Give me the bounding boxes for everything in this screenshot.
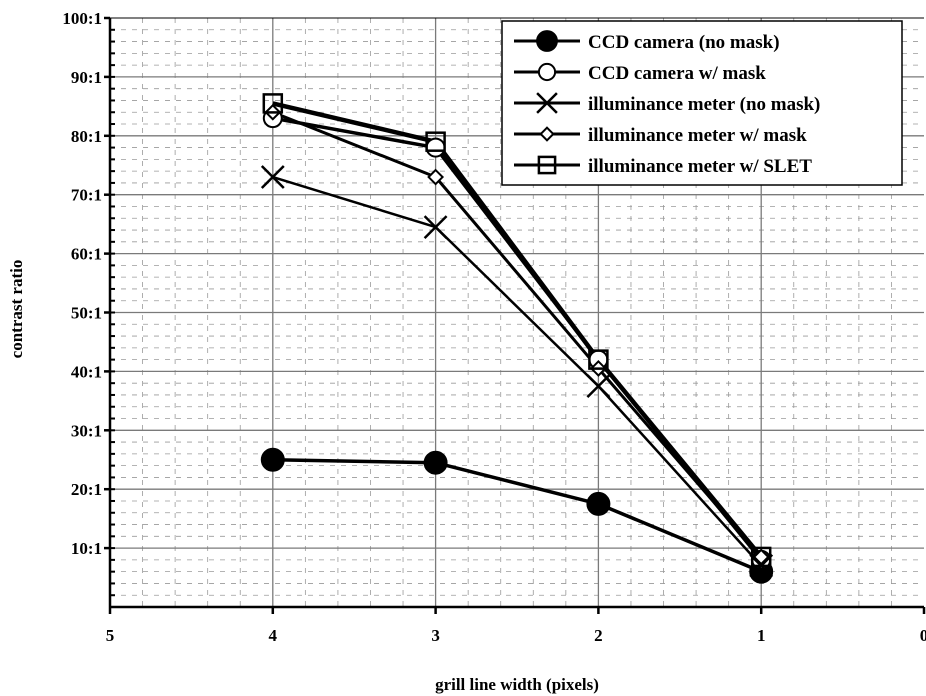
series-markers-1 (260, 447, 774, 584)
marker-filled-circle (423, 450, 448, 475)
y-tick-label: 70:1 (71, 186, 102, 205)
marker-open-square (750, 546, 772, 568)
marker-filled-circle (586, 491, 611, 516)
y-tick-label: 80:1 (71, 127, 102, 146)
y-axis-title: contrast ratio (7, 260, 26, 359)
series-line-4 (272, 110, 763, 558)
series-line-1 (272, 458, 762, 574)
series-line-3 (272, 175, 763, 567)
x-tick-label: 0 (920, 626, 926, 645)
marker-open-square (425, 131, 446, 152)
marker-x (586, 374, 611, 399)
x-tick-label: 4 (269, 626, 278, 645)
legend-label: CCD camera (no mask) (588, 32, 780, 53)
legend: CCD camera (no mask) CCD camera w/ mask il… (501, 20, 903, 186)
marker-open-diamond (539, 126, 555, 142)
legend-label: illuminance meter w/ SLET (588, 156, 812, 177)
legend-item: illuminance meter w/ SLET (514, 155, 812, 177)
marker-x-stroke (423, 215, 448, 239)
y-tick-label: 100:1 (62, 9, 102, 28)
marker-open-circle (537, 62, 557, 82)
marker-x (536, 92, 558, 114)
y-tick-label: 50:1 (71, 304, 102, 323)
y-tick-label: 40:1 (71, 362, 102, 381)
series-markers-5 (262, 93, 772, 568)
marker-x-stroke (260, 165, 285, 189)
legend-label: illuminance meter (no mask) (588, 94, 820, 115)
marker-open-diamond (427, 168, 445, 186)
legend-item: CCD camera w/ mask (514, 62, 766, 84)
x-tick-label: 3 (431, 626, 440, 645)
series-markers-4 (264, 103, 770, 566)
x-tick-label: 5 (106, 626, 115, 645)
series-layer (260, 93, 774, 584)
marker-x (260, 165, 285, 189)
y-tick-label: 10:1 (71, 539, 102, 558)
legend-item: illuminance meter (no mask) (514, 92, 820, 115)
y-tick-label: 90:1 (71, 68, 102, 87)
axes-layer (104, 16, 926, 614)
x-tick-label: 1 (757, 626, 766, 645)
legend-label: illuminance meter w/ mask (588, 125, 807, 146)
y-tick-label: 20:1 (71, 480, 102, 499)
marker-filled-circle (536, 30, 558, 52)
marker-open-square (537, 155, 557, 175)
marker-open-circle (425, 137, 446, 158)
legend-item: illuminance meter w/ mask (514, 125, 807, 146)
series-line-5 (272, 101, 763, 559)
marker-x-stroke (586, 374, 611, 399)
marker-open-square (262, 93, 284, 114)
marker-open-square (588, 349, 609, 370)
y-tick-label: 60:1 (71, 245, 102, 264)
marker-x-stroke (536, 92, 558, 114)
marker-x (423, 215, 448, 239)
y-tick-label: 30:1 (71, 421, 102, 440)
marker-filled-circle (260, 447, 285, 472)
marker-open-diamond (752, 548, 770, 566)
legend-item: CCD camera (no mask) (514, 30, 780, 53)
tick-labels: 10:1 20:1 30:1 40:1 50:1 60:1 70:1 80:1 90:1 100:… (62, 9, 926, 645)
x-axis-title: grill line width (pixels) (435, 675, 599, 694)
x-tick-label: 2 (594, 626, 603, 645)
legend-label: CCD camera w/ mask (588, 63, 766, 84)
